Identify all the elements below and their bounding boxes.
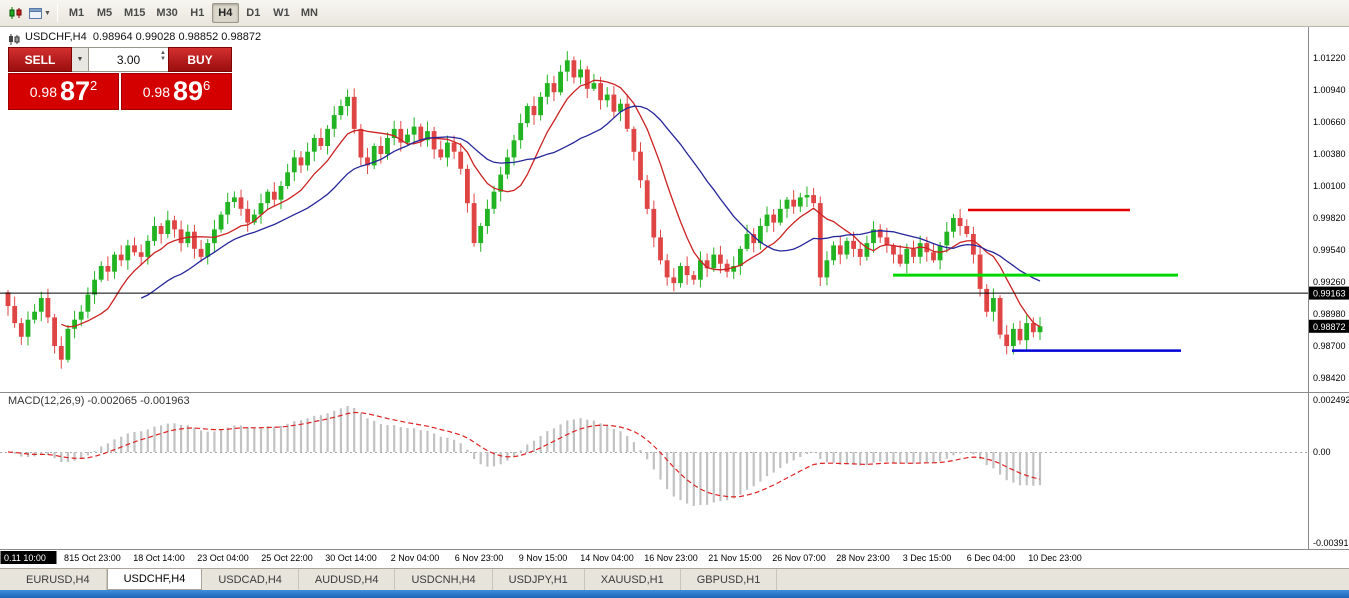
moving-averages-layer [61, 79, 1041, 328]
svg-text:0.99260: 0.99260 [1313, 277, 1346, 287]
spinner-up-icon: ▲ [160, 50, 166, 56]
svg-text:14 Nov 04:00: 14 Nov 04:00 [580, 553, 634, 563]
svg-text:0.99820: 0.99820 [1313, 213, 1346, 223]
arrange-windows-button[interactable]: ▼ [28, 3, 52, 24]
sell-price-box[interactable]: 0.98 87 2 [8, 73, 119, 110]
svg-text:0.002492: 0.002492 [1313, 395, 1349, 405]
caret-down-icon: ▼ [76, 56, 84, 63]
svg-text:30 Oct 14:00: 30 Oct 14:00 [325, 553, 377, 563]
svg-text:0.98980: 0.98980 [1313, 309, 1346, 319]
svg-text:25 Oct 22:00: 25 Oct 22:00 [261, 553, 313, 563]
svg-text:0.99540: 0.99540 [1313, 245, 1346, 255]
caret-down-icon: ▼ [44, 9, 51, 17]
svg-text:10 Dec 23:00: 10 Dec 23:00 [1028, 553, 1082, 563]
svg-text:0.00: 0.00 [1313, 447, 1331, 457]
spinner-down-icon: ▼ [160, 56, 166, 62]
timeframe-d1-button[interactable]: D1 [240, 3, 267, 23]
window-border-strip [0, 590, 1349, 598]
svg-text:1.00940: 1.00940 [1313, 85, 1346, 95]
svg-text:0.98872: 0.98872 [1313, 322, 1346, 332]
timeframe-m1-button[interactable]: M1 [63, 3, 90, 23]
svg-text:26 Nov 07:00: 26 Nov 07:00 [772, 553, 826, 563]
svg-text:16 Nov 23:00: 16 Nov 23:00 [644, 553, 698, 563]
svg-text:0.98700: 0.98700 [1313, 341, 1346, 351]
svg-text:8: 8 [64, 553, 69, 563]
svg-text:1.00100: 1.00100 [1313, 181, 1346, 191]
svg-text:2 Nov 04:00: 2 Nov 04:00 [391, 553, 440, 563]
price-mark-box [1309, 286, 1349, 300]
timeframe-m15-button[interactable]: M15 [119, 3, 150, 23]
tab-eurusd-h4[interactable]: EURUSD,H4 [10, 569, 107, 590]
timeframe-w1-button[interactable]: W1 [268, 3, 295, 23]
svg-text:1.00660: 1.00660 [1313, 117, 1346, 127]
crosshair-time-box [0, 551, 57, 564]
macd-indicator-label: MACD(12,26,9) -0.002065 -0.001963 [8, 395, 190, 407]
timeframe-toolbar: ▼ M1 M5 M15 M30 H1 H4 D1 W1 MN [0, 0, 1349, 27]
svg-text:28 Nov 23:00: 28 Nov 23:00 [836, 553, 890, 563]
sell-price-big: 87 [59, 76, 91, 106]
timeframe-h1-button[interactable]: H1 [184, 3, 211, 23]
svg-text:9 Nov 15:00: 9 Nov 15:00 [519, 553, 568, 563]
one-click-trading-panel: SELL ▼ 3.00 ▲ ▼ BUY 0.98 87 2 0.98 89 [8, 47, 232, 110]
svg-text:-0.003913: -0.003913 [1313, 538, 1349, 548]
timeframe-mn-button[interactable]: MN [296, 3, 323, 23]
timeframe-m5-button[interactable]: M5 [91, 3, 118, 23]
svg-text:18 Oct 14:00: 18 Oct 14:00 [133, 553, 185, 563]
tab-xauusd-h1[interactable]: XAUUSD,H1 [585, 569, 681, 590]
sell-button[interactable]: SELL [8, 47, 72, 72]
tab-usdcnh-h4[interactable]: USDCNH,H4 [395, 569, 493, 590]
svg-text:21 Nov 15:00: 21 Nov 15:00 [708, 553, 762, 563]
sell-price-sup: 2 [90, 78, 98, 93]
axis-layer: 1.01220 1.00940 1.00660 1.00380 1.00100 0.998… [0, 27, 1349, 564]
order-type-dropdown[interactable]: ▼ [72, 47, 89, 72]
candles-layer [5, 51, 1043, 369]
chart-tabs-bar: EURUSD,H4 USDCHF,H4 USDCAD,H4 AUDUSD,H4 … [0, 568, 1349, 590]
svg-text:23 Oct 04:00: 23 Oct 04:00 [197, 553, 249, 563]
buy-price-box[interactable]: 0.98 89 6 [121, 73, 232, 110]
buy-price-sup: 6 [203, 78, 211, 93]
buy-price-prefix: 0.98 [142, 83, 170, 100]
macd-layer: 0.002492 0.00 -0.003913 [0, 395, 1349, 548]
arrange-windows-icon [29, 7, 43, 19]
trade-controls-row: SELL ▼ 3.00 ▲ ▼ BUY [8, 47, 232, 72]
symbol-chart-icon [9, 34, 20, 45]
tab-usdchf-h4[interactable]: USDCHF,H4 [106, 569, 203, 590]
chart-canvas[interactable]: 1.01220 1.00940 1.00660 1.00380 1.00100 0.998… [0, 27, 1349, 568]
sell-price-prefix: 0.98 [29, 83, 57, 100]
tab-usdjpy-h1[interactable]: USDJPY,H1 [493, 569, 585, 590]
svg-text:1.00380: 1.00380 [1313, 149, 1346, 159]
buy-button[interactable]: BUY [168, 47, 232, 72]
price-mark-box [1309, 319, 1349, 333]
svg-text:15 Oct 23:00: 15 Oct 23:00 [69, 553, 121, 563]
drawings-layer: 0.99163 0.98872 [0, 208, 1349, 352]
tab-usdcad-h4[interactable]: USDCAD,H4 [202, 569, 299, 590]
volume-input[interactable]: 3.00 ▲ ▼ [89, 47, 168, 72]
trade-prices-row: 0.98 87 2 0.98 89 6 [8, 73, 232, 110]
symbol-ohlc-label: USDCHF,H4 0.98964 0.99028 0.98852 0.9887… [25, 31, 262, 43]
svg-text:0.99163: 0.99163 [1313, 289, 1346, 299]
chart-window-button[interactable] [4, 3, 28, 24]
buy-price-big: 89 [172, 76, 204, 106]
svg-text:0.11 10:00: 0.11 10:00 [4, 553, 46, 563]
svg-text:0.98420: 0.98420 [1313, 373, 1346, 383]
volume-value: 3.00 [116, 52, 141, 67]
toolbar-separator [57, 4, 58, 22]
tab-gbpusd-h1[interactable]: GBPUSD,H1 [681, 569, 778, 590]
timeframe-m30-button[interactable]: M30 [151, 3, 182, 23]
svg-text:6 Dec 04:00: 6 Dec 04:00 [967, 553, 1016, 563]
svg-text:1.01220: 1.01220 [1313, 53, 1346, 63]
tab-audusd-h4[interactable]: AUDUSD,H4 [299, 569, 396, 590]
svg-text:3 Dec 15:00: 3 Dec 15:00 [903, 553, 952, 563]
timeframe-h4-button[interactable]: H4 [211, 3, 239, 23]
volume-spinner[interactable]: ▲ ▼ [160, 50, 166, 62]
chart-window: 1.01220 1.00940 1.00660 1.00380 1.00100 0.998… [0, 27, 1349, 568]
svg-text:6 Nov 23:00: 6 Nov 23:00 [455, 553, 504, 563]
candlestick-chart-icon [9, 7, 22, 19]
